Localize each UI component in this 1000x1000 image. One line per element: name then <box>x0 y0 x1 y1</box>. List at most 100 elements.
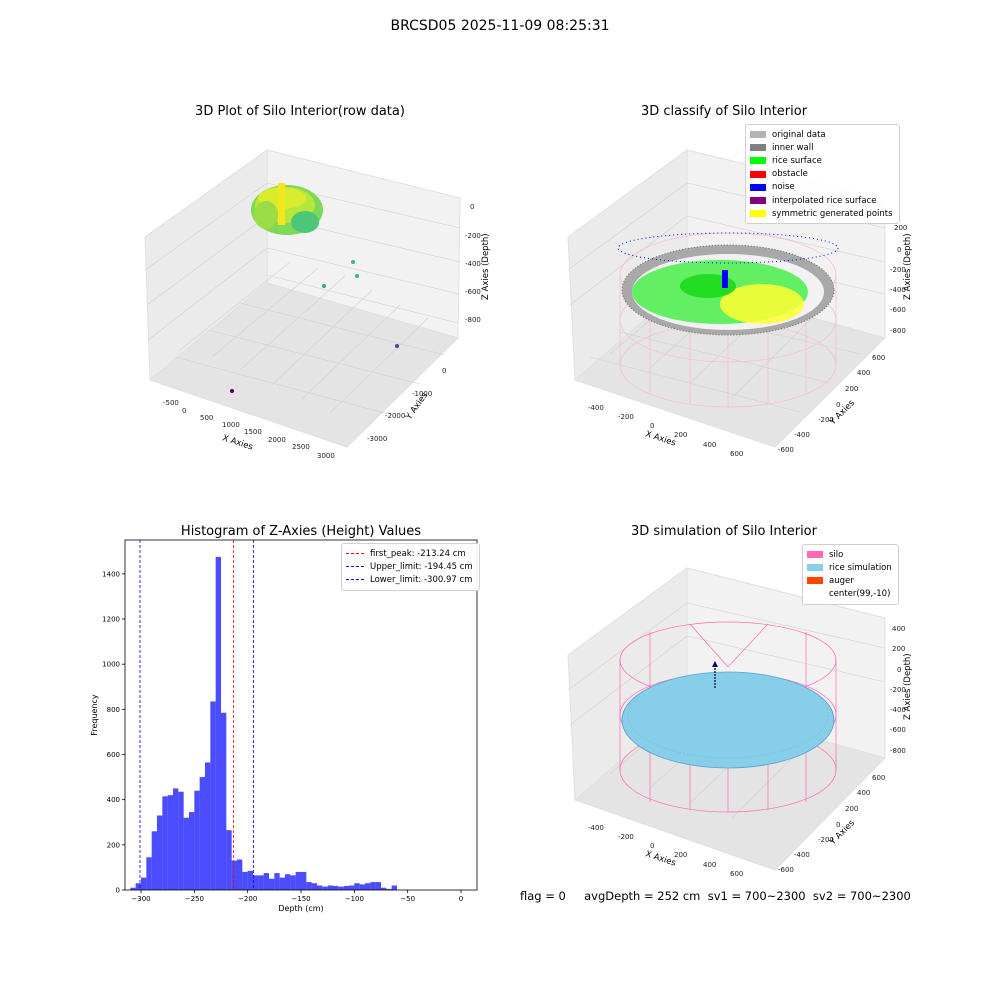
simulation-auger-tip <box>712 661 718 667</box>
classify-ztick: 200 <box>894 224 907 232</box>
histogram-bar <box>167 795 173 890</box>
histogram-bar <box>215 556 221 890</box>
raw-ztick: -800 <box>465 316 481 324</box>
raw-ztick: -600 <box>465 288 481 296</box>
legend-item: interpolated rice surface <box>750 194 893 207</box>
simulation-ztick: -400 <box>890 706 906 714</box>
raw-xtick: 0 <box>182 407 186 415</box>
simulation-zlabel: Z Axies (Depth) <box>903 653 913 720</box>
simulation-ztick: 400 <box>892 625 905 633</box>
histogram-bar <box>141 877 147 890</box>
legend-label: rice simulation <box>829 562 892 573</box>
raw-outlier-point <box>322 284 326 288</box>
histogram-bar <box>279 877 285 890</box>
legend-swatch <box>750 210 766 218</box>
histogram-bar <box>370 882 376 890</box>
histogram-bar <box>301 871 307 890</box>
raw-xtick: 3000 <box>317 452 335 460</box>
simulation-ytick: 400 <box>857 789 870 797</box>
histogram-bar <box>178 791 184 890</box>
legend-label: original data <box>772 129 826 140</box>
histogram-bar <box>285 874 291 890</box>
legend-label: Lower_limit: -300.97 cm <box>370 574 473 585</box>
simulation-xtick: 400 <box>703 861 716 869</box>
legend-label: first_peak: -213.24 cm <box>370 548 466 559</box>
histogram-bar <box>221 712 227 890</box>
classify-xtick: 0 <box>650 422 654 430</box>
classify-ztick: 0 <box>897 246 901 254</box>
classify-3d-plot: -400 -200 0 200 400 600 600 400 200 0 -2… <box>567 149 913 458</box>
histogram-bar <box>231 860 237 890</box>
histogram-chart: −300 −250 −200 −150 −100 −50 0 0 200 400 600 800 10… <box>90 539 478 913</box>
simulation-ytick: -600 <box>778 866 794 874</box>
histogram-bar <box>263 873 269 890</box>
histogram-bar <box>306 882 312 890</box>
raw-xtick: 1000 <box>222 421 240 429</box>
legend-swatch <box>750 197 766 205</box>
simulation-ztick: -800 <box>890 747 906 755</box>
classify-ytick: 200 <box>845 385 858 393</box>
histogram-yticks: 0 200 400 600 800 1000 1200 1400 <box>102 570 125 895</box>
histogram-bar <box>183 817 189 890</box>
histogram-bar <box>322 886 328 890</box>
simulation-3d-plot: -400 -200 0 200 400 600 600 400 200 0 -2… <box>567 567 913 878</box>
simulation-tick-labels: -400 -200 0 200 400 600 600 400 200 0 -2… <box>588 625 906 878</box>
legend-label: center(99,-10) <box>829 589 891 600</box>
histogram-ytick-label: 800 <box>107 706 120 714</box>
histogram-bar <box>258 875 264 890</box>
simulation-legend: silo rice simulation auger center(99,-10… <box>802 544 899 605</box>
legend-swatch <box>807 551 823 559</box>
histogram-bar <box>365 883 371 890</box>
classify-ztick: -400 <box>890 286 906 294</box>
status-footer: flag = 0 avgDepth = 252 cm sv1 = 700~230… <box>520 889 911 903</box>
raw-xlabel: X Axies <box>221 433 254 452</box>
classify-ztick: -200 <box>890 266 906 274</box>
classify-xtick: -200 <box>618 413 634 421</box>
histogram-bar <box>173 788 179 890</box>
simulation-ytick: 200 <box>845 805 858 813</box>
histogram-title: Histogram of Z-Axies (Height) Values <box>180 524 422 539</box>
classify-xlabel: X Axies <box>644 429 677 448</box>
histogram-bar <box>146 857 152 890</box>
histogram-xtick-label: −50 <box>400 895 415 903</box>
histogram-bar <box>354 883 360 890</box>
histogram-bar <box>359 884 365 890</box>
legend-label: silo <box>829 549 844 560</box>
raw-xtick: 2500 <box>292 443 310 451</box>
histogram-bar <box>199 777 205 890</box>
histogram-bar <box>311 883 317 890</box>
legend-label: Upper_limit: -194.45 cm <box>370 561 473 572</box>
classify-zlabel: Z Axies (Depth) <box>903 233 913 300</box>
histogram-bar <box>295 871 301 890</box>
legend-label: symmetric generated points <box>772 208 893 219</box>
histogram-bar <box>130 887 136 890</box>
legend-swatch <box>807 564 823 572</box>
simulation-rice-mesh <box>627 671 829 759</box>
legend-item: original data <box>750 128 893 141</box>
legend-swatch <box>750 183 766 191</box>
legend-label: inner wall <box>772 142 814 153</box>
histogram-xtick-label: −150 <box>291 895 310 903</box>
legend-line <box>346 566 364 568</box>
raw-xtick: -500 <box>163 399 179 407</box>
legend-item: Upper_limit: -194.45 cm <box>346 560 473 573</box>
legend-item: silo <box>807 548 892 561</box>
classify-ztick: -800 <box>890 327 906 335</box>
legend-label: obstacle <box>772 169 808 180</box>
legend-swatch <box>750 131 766 139</box>
classify-ytick: 600 <box>872 354 885 362</box>
raw-point-cloud <box>251 183 323 235</box>
simulation-panel-title: 3D simulation of Silo Interior <box>631 524 817 539</box>
classify-ytick: 0 <box>836 401 840 409</box>
simulation-ztick: -200 <box>890 686 906 694</box>
legend-item: rice surface <box>750 154 893 167</box>
legend-label: noise <box>772 182 795 193</box>
histogram-bar <box>391 885 397 890</box>
classify-noise-ring <box>617 232 839 264</box>
raw-ytick: -3000 <box>367 435 387 443</box>
classify-xtick: 200 <box>674 431 687 439</box>
simulation-ztick: 0 <box>897 666 901 674</box>
histogram-bar <box>135 883 141 890</box>
figure-title: BRCSD05 2025-11-09 08:25:31 <box>390 18 610 34</box>
simulation-xtick: 200 <box>674 851 687 859</box>
